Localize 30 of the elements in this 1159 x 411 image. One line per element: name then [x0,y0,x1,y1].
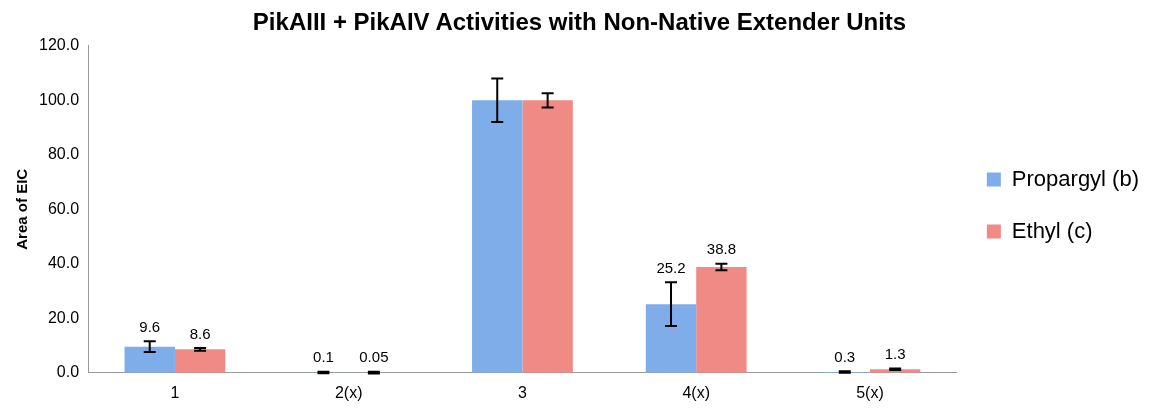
y-tick-label: 60.0 [47,199,80,217]
bar [174,349,226,373]
bar [696,267,747,373]
x-tick-label: 2(x) [334,383,363,401]
legend-label: Propargyl (b) [1011,165,1139,191]
data-label: 0.05 [359,348,389,366]
bar [124,346,175,373]
y-tick-label: 120.0 [38,36,80,54]
data-label: 0.3 [834,347,856,365]
data-label: 38.8 [706,240,736,258]
x-tick-label: 3 [517,383,527,401]
y-tick-label: 40.0 [47,254,80,272]
y-axis-title: Area of EIC [13,168,31,250]
legend-label: Ethyl (c) [1011,217,1093,243]
data-label: 0.1 [313,348,334,366]
data-label: 25.2 [656,258,686,276]
y-tick-label: 80.0 [47,145,80,163]
data-label: 1.3 [884,345,906,363]
x-tick-label: 5(x) [856,383,884,401]
bar [522,100,573,373]
y-tick-label: 100.0 [38,90,80,108]
x-tick-label: 4(x) [682,383,710,401]
data-label: 8.6 [189,324,211,342]
bar [472,100,523,373]
chart-title: PikAIII + PikAIV Activities with Non-Native Extender Units [252,8,907,36]
bar [645,304,697,373]
y-tick-label: 20.0 [47,308,80,326]
x-tick-label: 1 [170,383,180,401]
data-label: 9.6 [139,317,161,335]
y-tick-label: 0.0 [56,363,80,381]
